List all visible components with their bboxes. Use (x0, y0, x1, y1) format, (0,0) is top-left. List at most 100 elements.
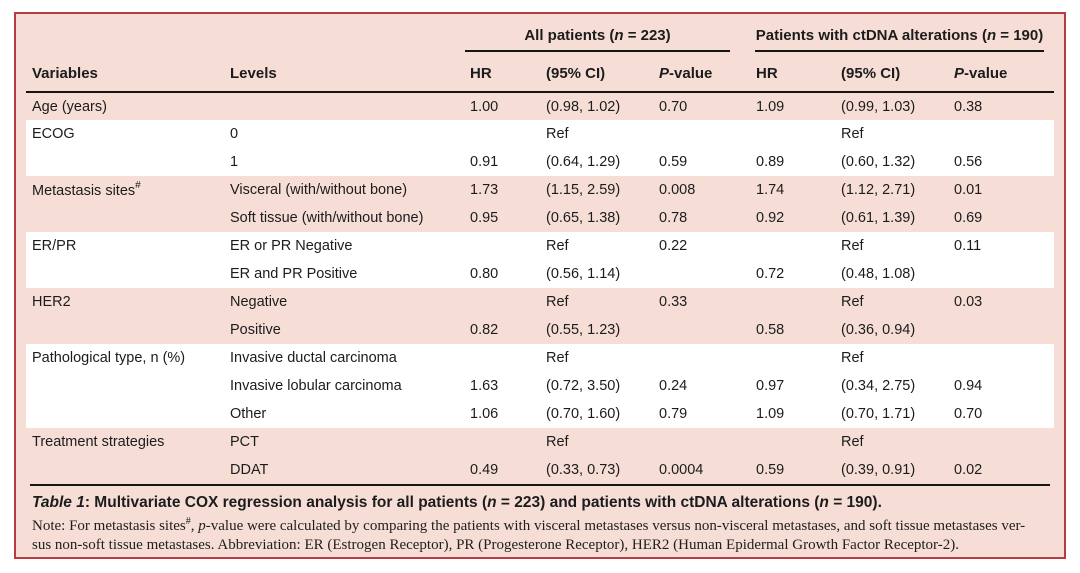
row-gutter-right (1054, 288, 1064, 316)
col-header-ci-ctdna: (95% CI) (828, 52, 942, 93)
cell-pvalue-ctdna: 0.38 (954, 98, 983, 115)
cell-hr-ctdna: 1.09 (743, 400, 829, 428)
row-gutter-right (1054, 344, 1064, 372)
cell-level: Invasive ductal carcinoma (230, 344, 457, 372)
cell-hr-all (457, 428, 533, 456)
row-gutter-left (16, 92, 26, 120)
cell-hr-ctdna: 0.72 (743, 260, 829, 288)
cell-hr-ctdna: 0.59 (756, 462, 785, 478)
cell-ci-ctdna: (0.61, 1.39) (841, 210, 916, 226)
table-row: HER2 Negative Ref 0.33 Ref 0.03 (16, 288, 1064, 316)
cell-pvalue-all (646, 428, 743, 456)
table-note-line1: Note: For metastasis sites#, p-value wer… (32, 512, 1050, 536)
col-header-hr-ctdna: HR (743, 52, 829, 93)
note-text: , (190, 518, 199, 534)
cell-hr-ctdna: 1.09 (756, 98, 785, 115)
table-row: Soft tissue (with/without bone) 0.95 (0.65… (16, 204, 1064, 232)
cell-variable (26, 204, 230, 232)
cell-ci-all: Ref (533, 344, 646, 372)
col-header-pvalue-ctdna: P-value (941, 52, 1055, 93)
cell-ci-ctdna: (1.12, 2.71) (841, 182, 916, 198)
cell-pvalue-ctdna: 0.69 (954, 210, 983, 226)
note-text: -value were calculated by comparing the … (205, 518, 1026, 534)
group-header-all-patients: All patients (n = 223) (457, 14, 743, 52)
row-gutter-right (1054, 204, 1064, 232)
row-gutter-left (16, 428, 26, 456)
group-label-text: Patients with ctDNA alterations ( (755, 27, 987, 44)
cell-pvalue-all (646, 316, 743, 344)
cell-ci-all: Ref (546, 294, 569, 310)
cell-ci-all: Ref (546, 434, 569, 450)
row-gutter-left (16, 288, 26, 316)
cell-level: DDAT (230, 462, 269, 478)
row-gutter-right (1054, 456, 1064, 484)
cell-variable: Age (years) (32, 98, 107, 115)
cell-ci-all: (0.33, 0.73) (546, 462, 621, 478)
table-row: Treatment strategies PCT Ref Ref (16, 428, 1064, 456)
gutter-right (1054, 52, 1064, 92)
cell-variable (26, 400, 230, 428)
row-gutter-left (16, 456, 26, 484)
cell-variable (26, 456, 230, 484)
cell-hr-ctdna (743, 344, 829, 372)
cell-hr-all: 1.06 (457, 400, 533, 428)
group-header-row: All patients (n = 223) Patients with ctD… (16, 14, 1064, 52)
cell-ci-ctdna: (0.99, 1.03) (841, 98, 916, 115)
caption-text: = 190). (828, 494, 882, 511)
table-note-line2: sus non-soft tissue metastases. Abbrevia… (32, 537, 959, 553)
cell-ci-ctdna: (0.70, 1.71) (828, 400, 942, 428)
cell-pvalue-ctdna: 0.56 (941, 148, 1055, 176)
row-gutter-left (16, 260, 26, 288)
cell-variable (26, 148, 230, 176)
cell-pvalue-all: 0.22 (646, 232, 744, 260)
cell-hr-ctdna (743, 288, 828, 316)
row-gutter-left (16, 148, 26, 176)
cell-pvalue-ctdna (941, 316, 1054, 344)
cell-ci-ctdna: Ref (828, 120, 942, 148)
cell-hr-all: 1.63 (457, 372, 533, 400)
cell-variable (26, 316, 230, 344)
cell-hr-ctdna (743, 120, 829, 148)
cell-hr-all: 0.82 (470, 322, 499, 338)
cell-ci-ctdna: Ref (828, 232, 942, 260)
table-body: Age (years) 1.00 (0.98, 1.02) 0.70 1.09 (0.99… (16, 92, 1064, 484)
row-gutter-right (1054, 120, 1064, 148)
cell-variable: HER2 (32, 294, 71, 310)
table-row: Invasive lobular carcinoma 1.63 (0.72, 3.5… (16, 372, 1064, 400)
cell-ci-ctdna: (0.36, 0.94) (841, 322, 916, 338)
cell-hr-all (457, 120, 533, 148)
cell-level: ER or PR Negative (230, 232, 457, 260)
cell-hr-ctdna (743, 232, 829, 260)
cell-variable: Metastasis sites# (32, 180, 141, 199)
caption-text: = 223) and patients with ctDNA alteratio… (496, 494, 820, 511)
cell-hr-all: 0.91 (457, 148, 533, 176)
cell-pvalue-all: 0.0004 (659, 462, 704, 478)
cell-hr-ctdna: 0.97 (743, 372, 829, 400)
row-gutter-right (1054, 148, 1064, 176)
cell-ci-all: Ref (533, 120, 646, 148)
pvalue-rest: -value (964, 65, 1008, 82)
row-gutter-right (1054, 92, 1064, 120)
note-p-italic: p (198, 518, 206, 534)
cell-ci-ctdna: Ref (828, 344, 942, 372)
cell-pvalue-ctdna (941, 120, 1055, 148)
cell-variable: Pathological type, n (%) (26, 344, 230, 372)
cell-pvalue-all (646, 120, 744, 148)
pvalue-p: P (954, 65, 965, 82)
cell-level: ER and PR Positive (230, 260, 457, 288)
cell-ci-ctdna: Ref (841, 294, 864, 310)
cell-hr-all: 1.73 (470, 182, 499, 198)
group-label-text: All patients ( (524, 27, 615, 44)
cell-ci-all: (0.72, 3.50) (533, 372, 646, 400)
cell-hr-all (457, 288, 533, 316)
cell-hr-all (457, 232, 533, 260)
cell-pvalue-ctdna (941, 344, 1055, 372)
cell-level (230, 92, 457, 120)
cell-level: Other (230, 400, 457, 428)
cell-pvalue-all (646, 260, 744, 288)
col-header-hr-all: HR (457, 52, 533, 93)
cell-hr-all: 1.00 (470, 98, 499, 115)
row-gutter-right (1054, 428, 1064, 456)
cell-pvalue-all: 0.008 (659, 182, 696, 198)
cell-hr-ctdna (743, 428, 828, 456)
